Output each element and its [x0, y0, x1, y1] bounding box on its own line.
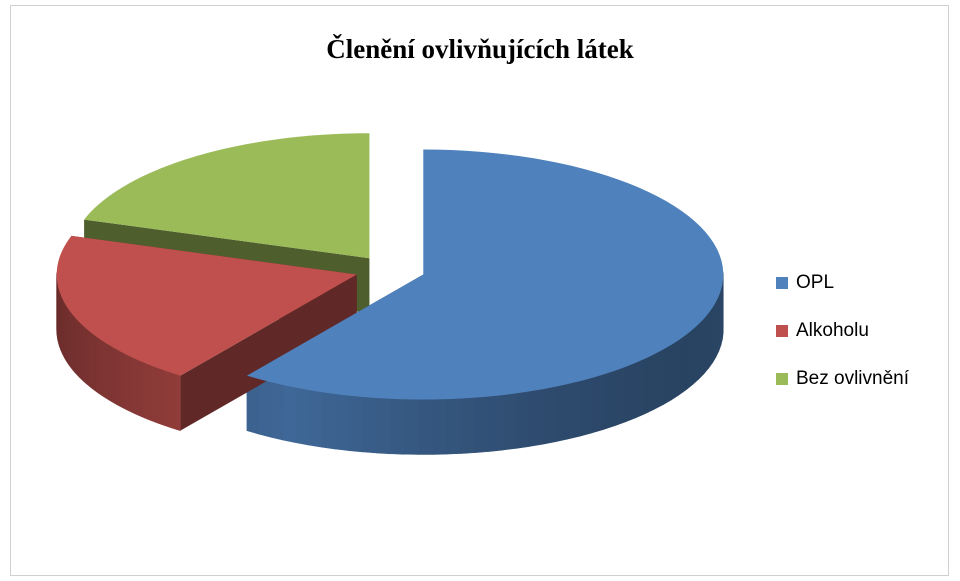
- slice-side: [295, 387, 309, 446]
- slice-side: [125, 353, 129, 412]
- slice-side: [591, 374, 604, 434]
- slice-side: [172, 372, 177, 430]
- slice-side: [151, 365, 156, 423]
- slice-side: [176, 374, 181, 432]
- slice-side: [712, 300, 717, 364]
- slice-side: [158, 367, 163, 425]
- slice-side: [122, 352, 126, 410]
- slice: [246, 149, 724, 400]
- slice-side: [529, 388, 543, 447]
- slice-side: [715, 295, 720, 357]
- slice-side: [404, 398, 419, 455]
- slice-side: [432, 398, 448, 455]
- slice-side: [165, 370, 170, 428]
- slice-side: [554, 383, 569, 443]
- legend-label: OPL: [796, 272, 834, 293]
- slice: [84, 133, 370, 259]
- slice-side: [93, 334, 97, 393]
- slice-side: [624, 362, 636, 423]
- slice-side: [635, 358, 646, 419]
- slice-side: [134, 358, 139, 416]
- slice-side: [91, 332, 95, 391]
- slice-side: [644, 353, 655, 415]
- slice-side: [89, 330, 92, 389]
- slice-side: [84, 327, 88, 386]
- slice-side: [718, 290, 722, 352]
- slice-tops: [56, 133, 724, 400]
- slice-side: [119, 350, 123, 409]
- slice-side: [362, 396, 377, 454]
- slice-side: [614, 366, 626, 427]
- slice-side: [692, 323, 699, 386]
- slice-side: [95, 335, 99, 394]
- slice-side: [258, 378, 271, 438]
- legend-swatch: [776, 277, 788, 289]
- chart-title: Členění ovlivňujících látek: [326, 34, 634, 64]
- slice-side: [698, 317, 705, 380]
- slice-side: [100, 339, 104, 398]
- slice-side: [168, 371, 174, 429]
- legend-label: Bez ovlivnění: [796, 368, 910, 389]
- slice-side: [348, 395, 363, 453]
- slice: [56, 235, 357, 376]
- slice-side: [685, 328, 693, 391]
- slice-side: [567, 380, 581, 440]
- legend-swatch: [776, 373, 788, 385]
- slice-side: [654, 349, 664, 410]
- slice-side: [671, 339, 680, 401]
- slice-side: [154, 366, 159, 424]
- slice-side: [105, 342, 109, 401]
- slice-side: [662, 344, 672, 406]
- slice-side: [140, 361, 145, 419]
- legend-label: Alkoholu: [796, 320, 869, 341]
- slice-side: [110, 345, 115, 404]
- slice-side: [502, 393, 517, 451]
- slice-side: [390, 398, 405, 455]
- slice-side: [708, 306, 713, 370]
- slice-side: [474, 396, 490, 453]
- slice-side: [144, 362, 149, 420]
- slice-side: [488, 394, 503, 452]
- slice-side: [103, 340, 107, 399]
- slice-side: [131, 356, 136, 415]
- slice-side: [376, 397, 391, 455]
- slice-side: [579, 377, 593, 437]
- slice-side: [98, 337, 102, 396]
- slice-side: [128, 355, 132, 413]
- slice-side: [308, 389, 322, 448]
- slice-side: [418, 399, 434, 455]
- slice-side: [108, 344, 112, 402]
- slice-side: [678, 334, 687, 396]
- slice-side: [270, 381, 284, 441]
- slice-side: [446, 398, 462, 455]
- slice-side: [460, 397, 476, 454]
- slice-side: [113, 347, 118, 406]
- slice-side: [321, 391, 336, 450]
- slice-side: [282, 384, 296, 443]
- slice-side: [603, 370, 615, 430]
- slice-side: [87, 328, 90, 387]
- slice-side: [147, 363, 152, 422]
- slice-side: [542, 386, 556, 445]
- slice-side: [515, 391, 530, 449]
- slice-side: [137, 359, 142, 417]
- slice-side: [703, 312, 709, 375]
- slice-side: [116, 349, 120, 407]
- slice-side: [334, 393, 349, 451]
- slice-side: [161, 369, 166, 427]
- legend-swatch: [776, 325, 788, 337]
